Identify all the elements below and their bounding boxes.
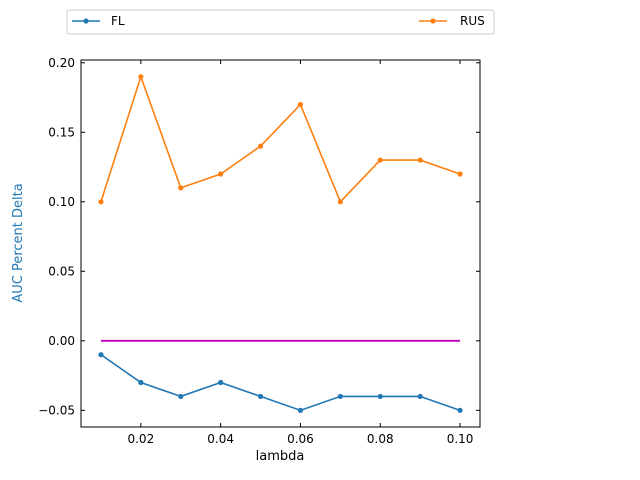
plot-frame [80,59,481,428]
data-point-rus [138,74,144,80]
y-tick-label: 0.05 [48,264,75,278]
data-point-rus [218,171,224,177]
data-point-rus [257,143,264,149]
legend-marker [430,18,436,24]
data-point-rus [98,199,104,205]
data-point-fl [457,407,463,413]
data-point-fl [337,393,343,400]
legend-label: FL [111,14,125,28]
series-rus [98,74,463,205]
y-tick-label: 0.10 [48,195,75,209]
data-point-rus [417,157,423,163]
series-line-rus [100,74,461,204]
data-point-fl [98,352,104,358]
x-tick-label: 0.02 [127,432,154,446]
data-point-fl [297,407,304,413]
series-line-fl [100,354,461,412]
y-tick-label: 0.15 [48,125,75,139]
y-tick-label: 0.00 [48,334,75,348]
legend-frame [66,9,495,35]
data-point-rus [457,171,463,177]
y-tick-label: −0.05 [38,403,75,417]
data-point-rus [377,157,383,163]
series-fl [98,352,463,413]
x-axis-label: lambda [256,449,305,464]
data-point-fl [417,393,423,400]
x-tick-label: 0.06 [287,432,314,446]
data-point-fl [178,393,184,400]
y-tick-label: 0.20 [48,56,75,70]
y-axis-label: AUC Percent Delta [11,183,26,302]
data-point-fl [138,379,144,386]
legend: FL RUS [66,9,495,35]
legend-item-rus: RUS [419,14,485,28]
x-tick-label: 0.08 [367,432,394,446]
data-point-fl [377,393,383,400]
data-point-fl [257,393,264,400]
data-point-fl [218,379,224,386]
legend-item-fl: FL [72,14,125,28]
legend-marker [83,18,89,24]
data-point-rus [297,101,304,108]
x-tick-label: 0.10 [447,432,474,446]
data-point-rus [337,199,343,205]
x-tick-label: 0.04 [207,432,234,446]
data-point-rus [178,185,184,191]
legend-label: RUS [460,14,485,28]
